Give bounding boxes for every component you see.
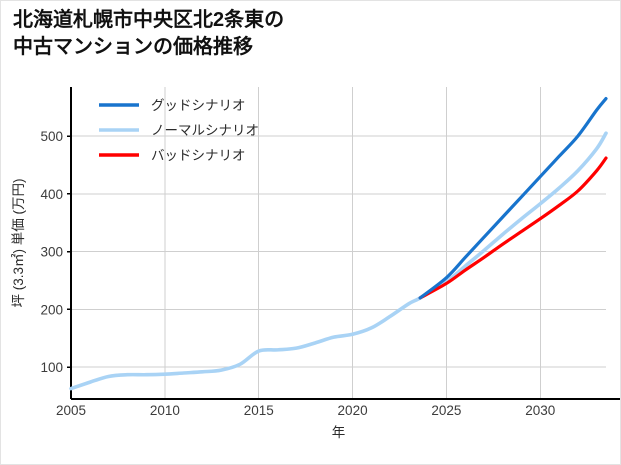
y-axis-title: 坪 (3.3㎡) 単価 (万円) xyxy=(11,178,26,307)
x-tick-label: 2005 xyxy=(56,403,86,418)
x-tick-label: 2015 xyxy=(244,403,274,418)
y-tick-label: 500 xyxy=(40,129,63,144)
y-tick-label: 300 xyxy=(40,245,63,260)
x-tick-label: 2010 xyxy=(150,403,180,418)
x-tick-labels: 2005 2010 2015 2020 2025 2030 xyxy=(56,403,555,418)
series-line-good xyxy=(418,96,608,300)
y-tick-labels: 100 200 300 400 500 xyxy=(40,129,63,375)
gridlines xyxy=(71,87,606,399)
y-tick-label: 400 xyxy=(40,187,63,202)
series-group xyxy=(69,96,608,391)
chart-title: 北海道札幌市中央区北2条東の 中古マンションの価格推移 xyxy=(13,9,285,58)
series-line-bad xyxy=(418,156,608,300)
series-line-normal xyxy=(69,131,608,391)
x-tick-label: 2025 xyxy=(431,403,461,418)
y-tick-label: 100 xyxy=(40,360,63,375)
axes xyxy=(67,87,620,400)
x-tick-label: 2020 xyxy=(338,403,368,418)
legend-label-2: バッドシナリオ xyxy=(151,148,246,163)
y-tick-label: 200 xyxy=(40,302,63,317)
legend-label-1: ノーマルシナリオ xyxy=(151,123,259,138)
x-axis-title: 年 xyxy=(332,425,346,440)
x-tick-label: 2030 xyxy=(525,403,555,418)
legend-label-0: グッドシナリオ xyxy=(151,98,246,113)
